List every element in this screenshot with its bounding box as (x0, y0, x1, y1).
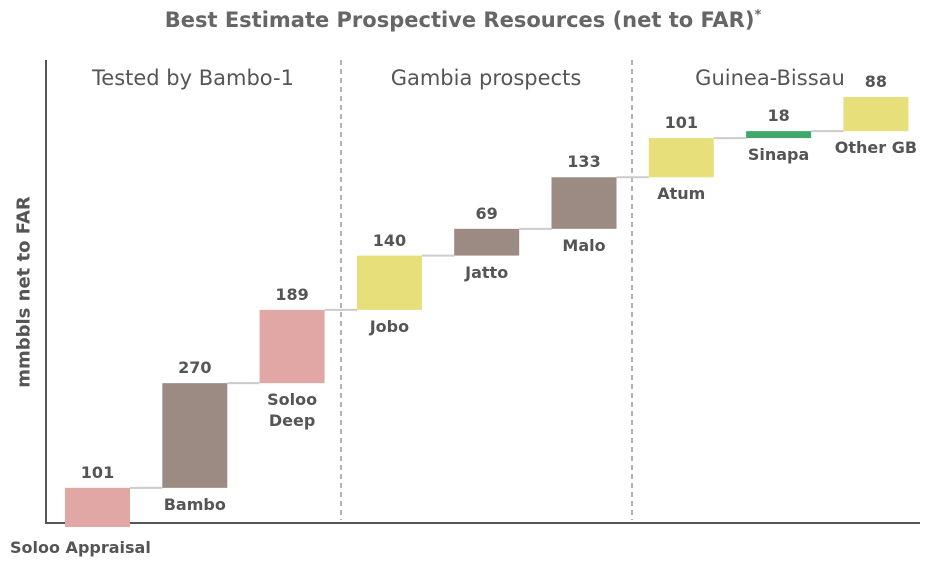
value-label: 88 (864, 72, 888, 91)
title-text: Best Estimate Prospective Resources (net… (164, 8, 755, 32)
section-label: Guinea-Bissau (695, 66, 845, 90)
category-label: Sinapa (747, 145, 810, 165)
y-axis-label: mmbbls net to FAR (13, 196, 35, 388)
category-label: Jobo (369, 316, 410, 336)
value-label: 140 (372, 230, 407, 250)
bar (648, 138, 714, 178)
category-label: Soloo Appraisal (10, 538, 151, 557)
value-label: 101 (664, 113, 698, 133)
value-label: 101 (80, 462, 115, 482)
bar (454, 228, 520, 256)
bar (746, 131, 812, 139)
section-label: Tested by Bambo-1 (92, 66, 294, 90)
title-marker: * (754, 8, 762, 23)
value-label: 189 (275, 284, 309, 304)
bar (259, 309, 325, 384)
category-label: Atum (657, 184, 706, 204)
value-label: 18 (767, 106, 790, 126)
value-label: 133 (567, 152, 601, 172)
value-label: 69 (475, 203, 498, 223)
bar (843, 97, 909, 132)
bar (65, 487, 130, 527)
section-label: Gambia prospects (390, 66, 582, 90)
bar (551, 177, 617, 229)
category-label: Malo (562, 235, 606, 255)
bar (162, 383, 228, 488)
category-label: Soloo Deep (267, 390, 318, 431)
category-label: Bambo (163, 494, 226, 514)
chart-title: Best Estimate Prospective Resources (net… (0, 8, 926, 32)
category-label: Jatto (465, 262, 509, 282)
category-label: Other GB (834, 138, 918, 158)
bar (356, 255, 422, 310)
value-label: 270 (178, 358, 212, 378)
